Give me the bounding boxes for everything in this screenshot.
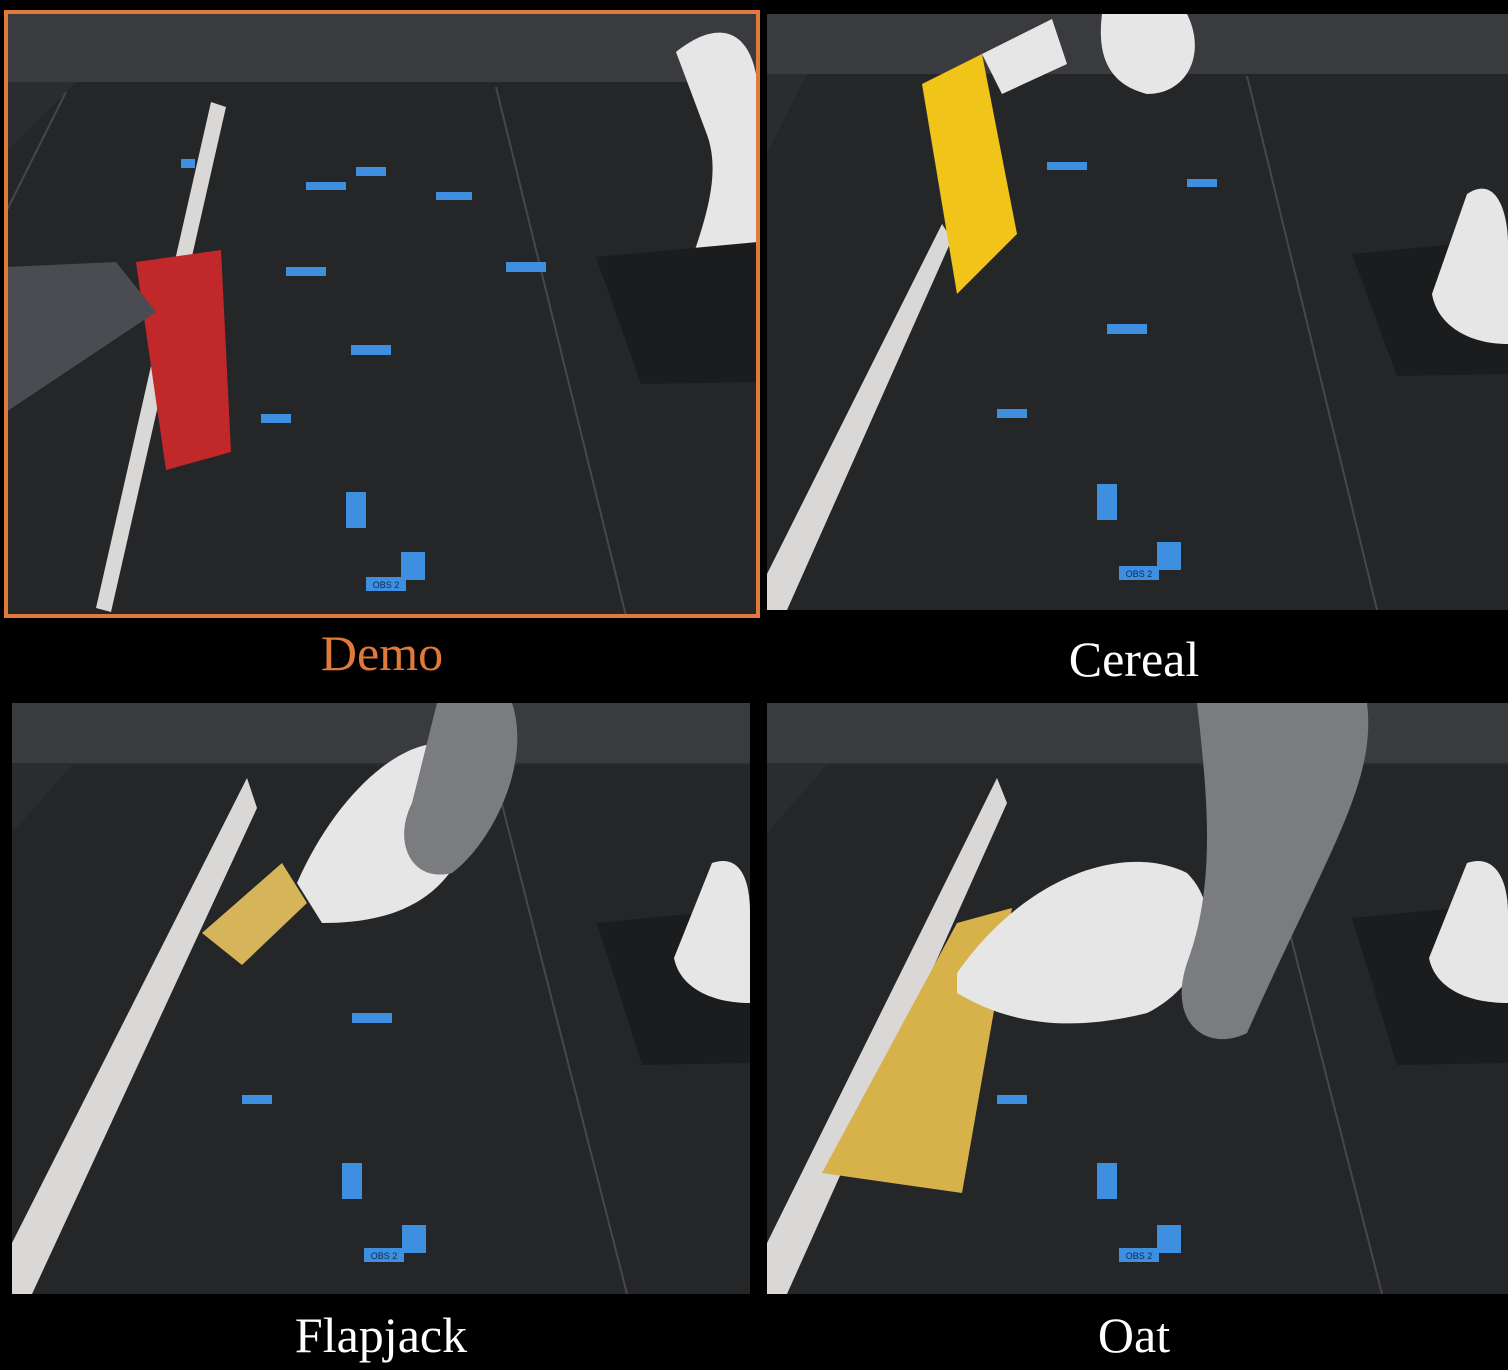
demonstrator-arm bbox=[6, 262, 156, 412]
obs-tape-label: OBS 2 bbox=[371, 1251, 398, 1261]
flapjack-caption: Flapjack bbox=[294, 1307, 468, 1363]
oat-panel: OBS 2 bbox=[767, 703, 1508, 1294]
obs-tape-label: OBS 2 bbox=[1126, 569, 1153, 579]
demo-panel: OBS 2 bbox=[4, 10, 760, 618]
white-divider-board bbox=[12, 778, 257, 1294]
demo-scene: OBS 2 bbox=[6, 12, 758, 616]
white-divider-board bbox=[767, 224, 952, 610]
cheez-it-box bbox=[136, 250, 231, 470]
robot-gripper bbox=[982, 19, 1067, 94]
flapjack-scene: OBS 2 bbox=[12, 703, 750, 1294]
demo-caption: Demo bbox=[320, 625, 444, 681]
obs-tape-label: OBS 2 bbox=[1126, 1251, 1153, 1261]
robot-arm bbox=[1100, 14, 1195, 94]
robot-arm bbox=[957, 861, 1208, 1024]
cereal-panel: OBS 2 bbox=[767, 14, 1508, 610]
cereal-scene: OBS 2 bbox=[767, 14, 1508, 610]
oat-scene: OBS 2 bbox=[767, 703, 1508, 1294]
cereal-box bbox=[922, 54, 1017, 294]
obs-tape-label: OBS 2 bbox=[373, 580, 400, 590]
flapjack-box bbox=[202, 863, 307, 965]
cereal-caption: Cereal bbox=[1068, 631, 1200, 687]
oat-caption: Oat bbox=[1097, 1307, 1171, 1363]
flapjack-panel: OBS 2 bbox=[12, 703, 750, 1294]
